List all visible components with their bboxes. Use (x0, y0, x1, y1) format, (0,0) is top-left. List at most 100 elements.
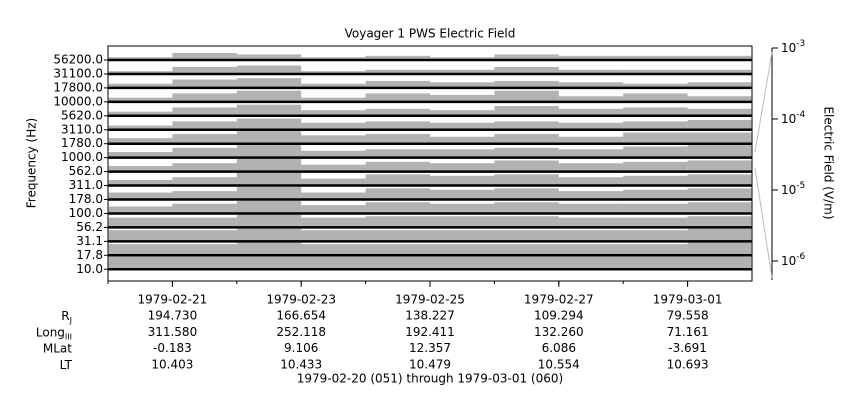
channel-trace (430, 175, 495, 186)
channel-trace (430, 189, 495, 200)
channel-label: 31100.0 (53, 66, 103, 80)
channel-trace (172, 217, 237, 228)
channel-trace (172, 244, 237, 256)
channel-trace (430, 149, 495, 158)
channel-trace (558, 82, 624, 88)
ephemeris-value: -3.691 (668, 341, 707, 355)
channel-trace (623, 107, 688, 116)
ephemeris-value: -0.183 (153, 341, 192, 355)
channel-trace (494, 216, 559, 228)
y2-tick-exponent: -3 (796, 39, 805, 49)
channel-label: 1000.0 (61, 150, 103, 164)
channel-trace (494, 174, 559, 186)
channel-trace (687, 228, 752, 242)
channel-trace (494, 230, 559, 242)
channel-trace (558, 256, 624, 270)
channel-trace (558, 217, 624, 228)
ephemeris-value: 9.106 (284, 341, 318, 355)
channel-trace (558, 230, 624, 242)
channel-trace (172, 121, 237, 130)
channel-trace (172, 203, 237, 214)
channel-trace (365, 55, 430, 60)
channel-label: 10.0 (76, 262, 103, 276)
y2-tick-base: 10 (781, 253, 796, 267)
channel-trace (172, 53, 237, 60)
channel-label: 562.0 (69, 164, 103, 178)
ephemeris-label: RJ (61, 309, 72, 325)
channel-trace (365, 256, 430, 270)
channel-trace (172, 163, 237, 172)
channel-trace (430, 136, 495, 144)
ephemeris-value: 132.260 (534, 325, 584, 339)
channel-trace (172, 133, 237, 144)
channel-trace (301, 244, 366, 256)
channel-trace (558, 69, 624, 74)
ephemeris-label-sub: III (65, 332, 72, 341)
channel-trace (623, 256, 688, 270)
channel-trace (623, 121, 688, 130)
channel-trace (301, 178, 366, 186)
connector (754, 51, 773, 153)
channel-trace (430, 94, 495, 102)
ephemeris-value: 166.654 (276, 309, 326, 323)
channel-trace (494, 66, 559, 74)
channel-trace (301, 83, 366, 88)
ephemeris-label: MLat (43, 341, 72, 355)
channel-trace (236, 172, 302, 186)
channel-trace (687, 108, 752, 116)
channel-trace (301, 164, 366, 172)
channel-trace (365, 230, 430, 242)
channel-trace (365, 121, 430, 130)
ephemeris-value: 10.433 (280, 357, 322, 371)
channel-trace (623, 230, 688, 242)
channel-trace (365, 161, 430, 172)
ephemeris-value: 71.161 (667, 325, 709, 339)
channel-trace (494, 244, 559, 256)
channel-trace (236, 54, 302, 60)
channel-label: 311.0 (69, 178, 103, 192)
channel-trace (108, 57, 173, 60)
channel-trace (108, 179, 173, 186)
channel-trace (623, 175, 688, 186)
channel-trace (494, 80, 559, 88)
channel-trace (108, 230, 173, 242)
channel-trace (494, 90, 559, 102)
channel-trace (687, 174, 752, 186)
channel-trace (236, 145, 302, 158)
channel-trace (301, 71, 366, 74)
ephemeris-value: 12.357 (409, 341, 451, 355)
connector (754, 167, 773, 279)
channel-trace (236, 131, 302, 144)
channel-trace (108, 206, 173, 214)
channel-trace (494, 147, 559, 158)
x-tick-label: 1979-03-01 (653, 293, 723, 307)
channel-trace (558, 191, 624, 200)
y2-axis-label: Electric Field (V/m) (822, 106, 836, 219)
channel-trace (687, 202, 752, 214)
channel-trace (236, 78, 302, 88)
channel-trace (430, 256, 495, 270)
channel-trace (623, 83, 688, 88)
channel-trace (301, 135, 366, 144)
ephemeris-label-sub: J (69, 316, 72, 325)
channel-label: 5620.0 (61, 108, 103, 122)
y2-tick-exponent: -5 (796, 180, 805, 190)
channel-trace (172, 230, 237, 242)
channel-trace (687, 145, 752, 158)
channel-trace (558, 149, 624, 158)
channel-trace (494, 121, 559, 130)
channel-label: 178.0 (69, 192, 103, 206)
ephemeris-value: 252.118 (276, 325, 326, 339)
channel-trace (236, 159, 302, 172)
channel-trace (236, 118, 302, 130)
channel-trace (108, 256, 173, 270)
channel-trace (687, 96, 752, 102)
channel-trace (430, 57, 495, 60)
ephemeris-value: 10.554 (538, 357, 580, 371)
chart-title: Voyager 1 PWS Electric Field (345, 27, 516, 41)
channel-trace (558, 177, 624, 186)
channel-trace (365, 80, 430, 88)
channel-trace (687, 132, 752, 144)
channel-trace (301, 217, 366, 228)
